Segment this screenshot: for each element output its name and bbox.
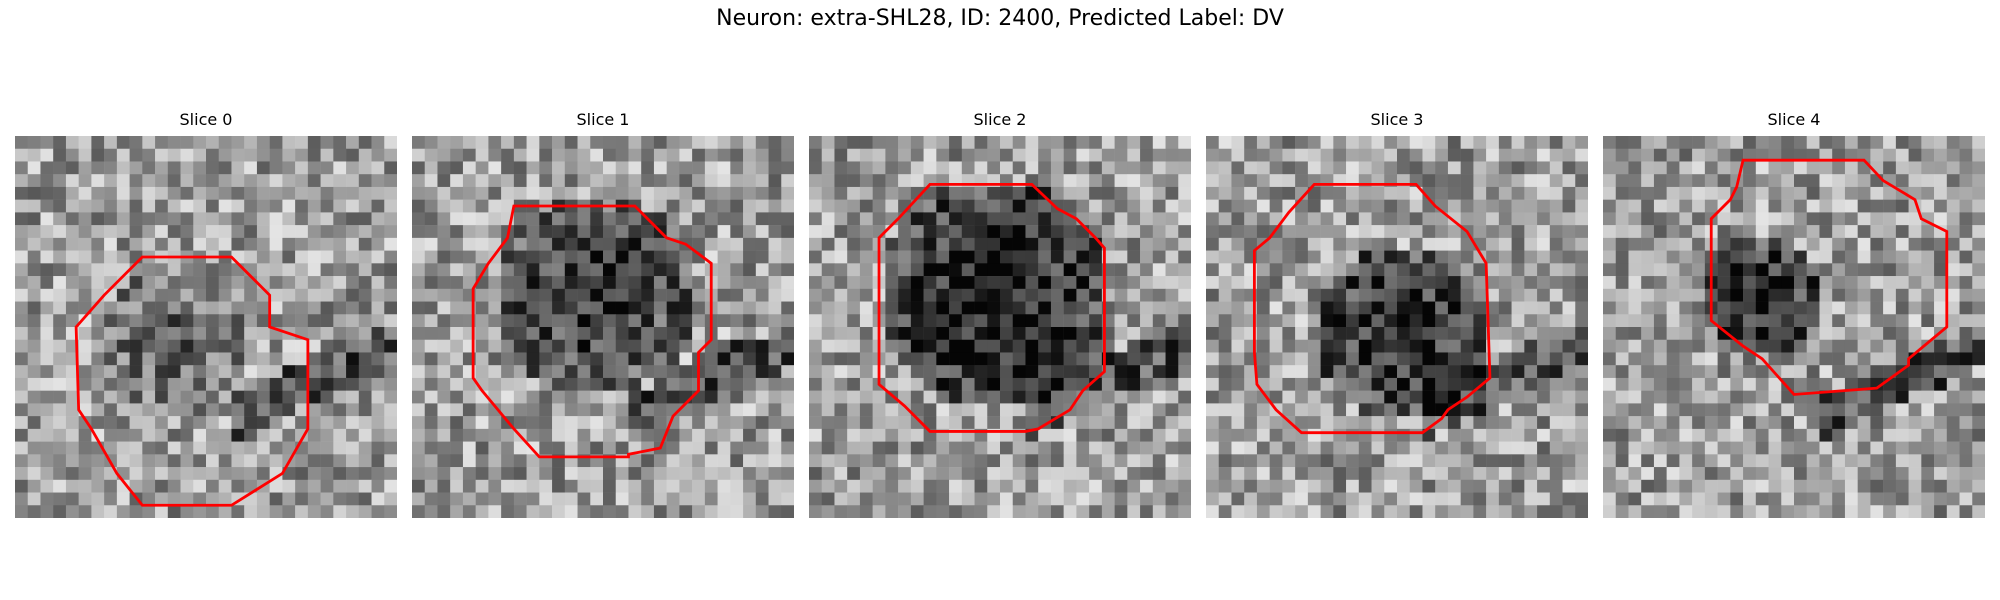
slice-panel-1: Slice 1 xyxy=(412,110,794,518)
slice-panel-3: Slice 3 xyxy=(1206,110,1588,518)
roi-contour-0 xyxy=(74,255,310,507)
roi-contour-4 xyxy=(1709,158,1949,396)
slice-image-3 xyxy=(1206,136,1588,518)
slice-image-0 xyxy=(15,136,397,518)
slice-title-1: Slice 1 xyxy=(576,110,630,129)
roi-contour-3 xyxy=(1252,182,1492,435)
slice-panel-4: Slice 4 xyxy=(1603,110,1985,518)
slice-title-0: Slice 0 xyxy=(179,110,233,129)
slice-image-1 xyxy=(412,136,794,518)
slice-title-2: Slice 2 xyxy=(973,110,1027,129)
roi-contour-1 xyxy=(471,204,713,459)
figure-title: Neuron: extra-SHL28, ID: 2400, Predicted… xyxy=(716,6,1284,31)
slice-panel-0: Slice 0 xyxy=(15,110,397,518)
roi-contour-2 xyxy=(877,182,1106,433)
slice-title-4: Slice 4 xyxy=(1767,110,1821,129)
slice-panel-2: Slice 2 xyxy=(809,110,1191,518)
slice-image-4 xyxy=(1603,136,1985,518)
slice-image-2 xyxy=(809,136,1191,518)
slice-title-3: Slice 3 xyxy=(1370,110,1424,129)
